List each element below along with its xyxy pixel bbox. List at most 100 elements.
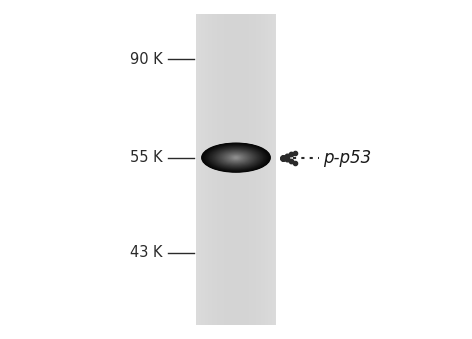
Bar <box>256 14 257 325</box>
Ellipse shape <box>215 148 257 167</box>
Ellipse shape <box>227 154 245 162</box>
Bar <box>208 14 209 325</box>
Ellipse shape <box>225 153 247 162</box>
Bar <box>270 14 271 325</box>
Bar <box>255 14 256 325</box>
Bar <box>237 14 239 325</box>
Text: 43 K: 43 K <box>130 245 163 260</box>
Bar <box>219 14 220 325</box>
Text: 55 K: 55 K <box>130 150 163 165</box>
Ellipse shape <box>230 155 242 160</box>
Bar <box>196 14 197 325</box>
Ellipse shape <box>202 143 270 172</box>
Bar <box>199 14 200 325</box>
Ellipse shape <box>207 145 265 170</box>
Bar <box>211 14 212 325</box>
Ellipse shape <box>219 151 253 165</box>
Bar <box>239 14 240 325</box>
Bar <box>263 14 264 325</box>
Bar <box>204 14 205 325</box>
Bar <box>220 14 221 325</box>
Bar <box>240 14 241 325</box>
Ellipse shape <box>202 144 270 172</box>
Ellipse shape <box>204 144 268 171</box>
Bar <box>257 14 259 325</box>
Ellipse shape <box>217 150 255 165</box>
Bar <box>229 14 231 325</box>
Bar <box>248 14 249 325</box>
Ellipse shape <box>216 149 256 166</box>
Ellipse shape <box>223 152 249 163</box>
Ellipse shape <box>221 152 251 164</box>
Ellipse shape <box>226 153 246 162</box>
Bar <box>252 14 253 325</box>
Bar <box>231 14 232 325</box>
Bar <box>273 14 275 325</box>
Bar <box>247 14 248 325</box>
Ellipse shape <box>220 151 252 164</box>
Ellipse shape <box>210 146 262 169</box>
Bar <box>251 14 252 325</box>
Ellipse shape <box>215 149 257 166</box>
Ellipse shape <box>203 144 269 171</box>
Bar <box>261 14 263 325</box>
Bar <box>225 14 227 325</box>
Bar <box>259 14 260 325</box>
Ellipse shape <box>233 156 239 159</box>
Bar <box>272 14 273 325</box>
Bar <box>209 14 211 325</box>
Bar <box>275 14 276 325</box>
Bar <box>260 14 261 325</box>
Bar <box>228 14 229 325</box>
Bar <box>236 14 237 325</box>
Bar <box>213 14 215 325</box>
Ellipse shape <box>213 148 259 167</box>
Ellipse shape <box>220 151 252 164</box>
Ellipse shape <box>211 147 261 168</box>
Ellipse shape <box>234 157 238 158</box>
Ellipse shape <box>232 156 240 159</box>
Bar <box>241 14 243 325</box>
Ellipse shape <box>214 148 258 167</box>
Ellipse shape <box>235 157 237 158</box>
Bar <box>227 14 228 325</box>
Bar <box>221 14 223 325</box>
Bar <box>200 14 201 325</box>
Bar <box>244 14 245 325</box>
Bar <box>264 14 265 325</box>
Bar <box>216 14 217 325</box>
Bar <box>217 14 219 325</box>
Ellipse shape <box>224 153 248 163</box>
Ellipse shape <box>218 150 254 165</box>
Ellipse shape <box>231 156 241 160</box>
Ellipse shape <box>206 145 266 170</box>
Ellipse shape <box>211 147 261 168</box>
Bar <box>265 14 267 325</box>
Ellipse shape <box>229 155 243 160</box>
Bar <box>212 14 213 325</box>
Ellipse shape <box>228 154 244 161</box>
Bar <box>201 14 202 325</box>
Text: 90 K: 90 K <box>130 52 163 67</box>
Bar <box>197 14 199 325</box>
Ellipse shape <box>212 147 260 168</box>
Bar <box>205 14 207 325</box>
Bar <box>202 14 204 325</box>
Bar <box>207 14 208 325</box>
Ellipse shape <box>234 157 238 159</box>
Bar <box>249 14 251 325</box>
Bar <box>243 14 244 325</box>
Bar <box>271 14 272 325</box>
Ellipse shape <box>209 146 263 169</box>
Bar <box>253 14 255 325</box>
Bar <box>245 14 247 325</box>
Ellipse shape <box>205 145 267 171</box>
Bar <box>223 14 224 325</box>
Ellipse shape <box>222 152 250 163</box>
Ellipse shape <box>228 154 244 161</box>
Text: p-p53: p-p53 <box>323 148 371 167</box>
Bar <box>215 14 216 325</box>
Bar <box>233 14 235 325</box>
Bar <box>232 14 233 325</box>
Bar <box>235 14 236 325</box>
